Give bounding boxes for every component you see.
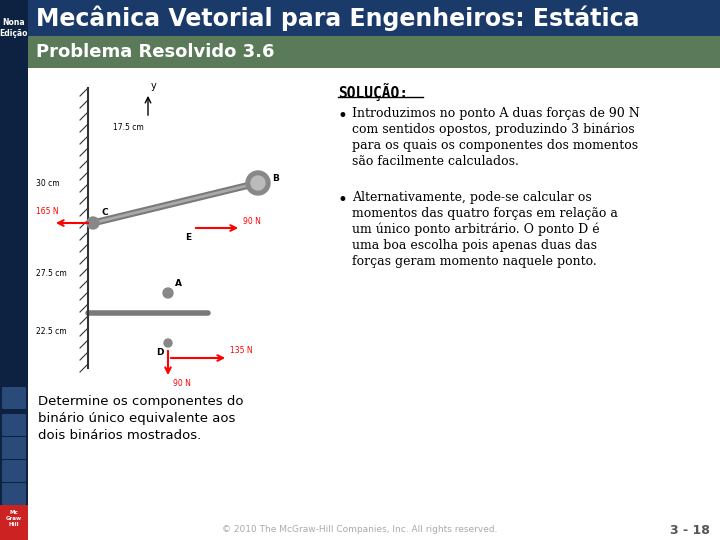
Text: D: D <box>156 348 163 357</box>
Text: 22.5 cm: 22.5 cm <box>36 327 67 335</box>
Bar <box>28 0 720 36</box>
Text: Determine os componentes do: Determine os componentes do <box>38 395 243 408</box>
Text: Alternativamente, pode-se calcular os: Alternativamente, pode-se calcular os <box>352 191 592 204</box>
Circle shape <box>87 217 99 229</box>
FancyBboxPatch shape <box>2 414 26 436</box>
Text: 3 - 18: 3 - 18 <box>670 523 710 537</box>
Text: 90 N: 90 N <box>243 217 261 226</box>
Text: SOLUÇÃO:: SOLUÇÃO: <box>338 83 408 101</box>
FancyBboxPatch shape <box>2 387 26 409</box>
Text: 27.5 cm: 27.5 cm <box>36 268 67 278</box>
Text: momentos das quatro forças em relação a: momentos das quatro forças em relação a <box>352 207 618 220</box>
Circle shape <box>251 176 265 190</box>
Text: 165 N: 165 N <box>36 207 58 216</box>
Text: forças geram momento naquele ponto.: forças geram momento naquele ponto. <box>352 255 597 268</box>
Text: um único ponto arbitrário. O ponto D é: um único ponto arbitrário. O ponto D é <box>352 223 600 237</box>
Text: y: y <box>151 81 157 91</box>
Text: C: C <box>101 208 107 217</box>
FancyBboxPatch shape <box>2 483 26 505</box>
Bar <box>33 73 323 383</box>
Text: binário único equivalente aos: binário único equivalente aos <box>38 412 235 425</box>
FancyBboxPatch shape <box>2 460 26 482</box>
Text: Introduzimos no ponto A duas forças de 90 N: Introduzimos no ponto A duas forças de 9… <box>352 107 640 120</box>
Text: B: B <box>272 174 279 183</box>
Text: dois binários mostrados.: dois binários mostrados. <box>38 429 202 442</box>
Bar <box>0 0 28 540</box>
Text: •: • <box>338 107 348 125</box>
Text: •: • <box>338 191 348 209</box>
Text: © 2010 The McGraw-Hill Companies, Inc. All rights reserved.: © 2010 The McGraw-Hill Companies, Inc. A… <box>222 525 498 535</box>
Text: 90 N: 90 N <box>173 379 191 388</box>
Text: com sentidos opostos, produzindo 3 binários: com sentidos opostos, produzindo 3 binár… <box>352 123 634 137</box>
Bar <box>28 68 720 520</box>
Text: A: A <box>175 279 182 288</box>
Text: 135 N: 135 N <box>230 346 253 355</box>
Text: Problema Resolvido 3.6: Problema Resolvido 3.6 <box>36 43 274 61</box>
FancyBboxPatch shape <box>2 437 26 459</box>
Text: Mecânica Vetorial para Engenheiros: Estática: Mecânica Vetorial para Engenheiros: Está… <box>36 5 639 31</box>
Text: Nona
Edição: Nona Edição <box>0 18 28 38</box>
Bar <box>0 505 28 540</box>
Bar <box>0 520 720 540</box>
Circle shape <box>163 288 173 298</box>
Text: para os quais os componentes dos momentos: para os quais os componentes dos momento… <box>352 139 638 152</box>
Text: são facilmente calculados.: são facilmente calculados. <box>352 155 519 168</box>
Bar <box>28 36 720 68</box>
Circle shape <box>246 171 270 195</box>
Circle shape <box>164 339 172 347</box>
Text: uma boa escolha pois apenas duas das: uma boa escolha pois apenas duas das <box>352 239 597 252</box>
Text: E: E <box>185 233 191 242</box>
Text: 30 cm: 30 cm <box>36 179 60 187</box>
Text: 17.5 cm: 17.5 cm <box>113 124 144 132</box>
Text: Mc
Graw
Hill: Mc Graw Hill <box>6 510 22 526</box>
